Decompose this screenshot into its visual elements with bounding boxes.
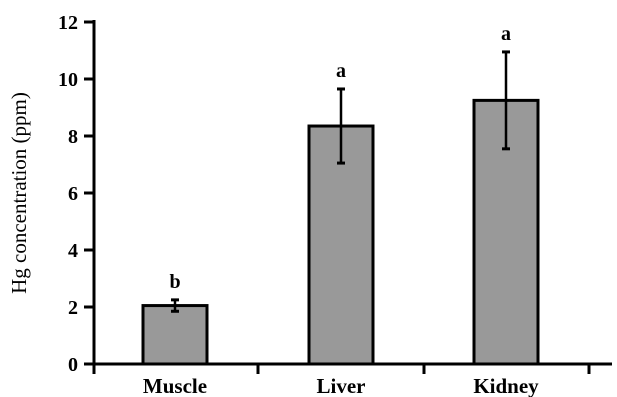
bar-muscle (141, 304, 209, 366)
y-tick-label-12: 12 (58, 12, 78, 34)
significance-label-kidney: a (501, 23, 511, 45)
error-bars (171, 50, 510, 313)
y-axis-label: Hg concentration (ppm) (7, 92, 31, 294)
bars (141, 98, 540, 366)
y-axis-ticks: 0 2 4 6 8 10 12 (58, 12, 94, 376)
category-labels: Muscle Liver Kidney (143, 374, 539, 397)
significance-labels: b a a (169, 23, 511, 293)
category-label-liver: Liver (317, 374, 366, 397)
y-tick-label-6: 6 (68, 183, 78, 205)
y-tick-label-2: 2 (68, 297, 78, 319)
error-bar-muscle (171, 298, 179, 313)
significance-label-liver: a (336, 60, 346, 82)
category-label-kidney: Kidney (473, 374, 539, 397)
error-bar-liver (337, 87, 345, 165)
bar-liver (307, 124, 375, 366)
significance-label-muscle: b (169, 271, 180, 293)
y-tick-label-0: 0 (68, 354, 78, 376)
error-bar-kidney (502, 50, 510, 151)
category-label-muscle: Muscle (143, 374, 207, 397)
y-tick-label-8: 8 (68, 126, 78, 148)
y-tick-label-4: 4 (68, 240, 78, 262)
y-tick-label-10: 10 (58, 69, 78, 91)
x-axis-ticks (92, 364, 591, 374)
